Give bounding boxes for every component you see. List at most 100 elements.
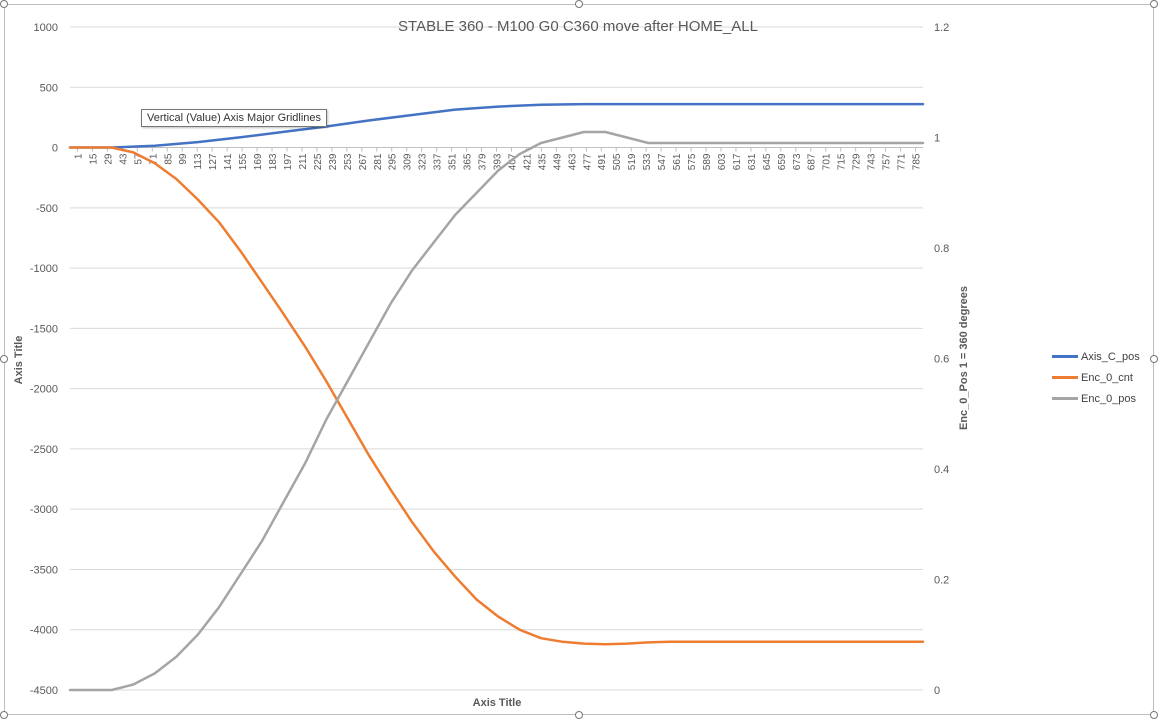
x-tick-label: 435 (537, 153, 548, 170)
resize-handle-top[interactable] (575, 0, 583, 8)
x-tick-label: 197 (283, 153, 294, 170)
y-tick-label: 1000 (34, 22, 58, 34)
x-tick-label: 85 (163, 153, 174, 165)
x-tick-label: 1 (73, 153, 84, 159)
x-tick-label: 253 (343, 153, 354, 170)
x-tick-label: 645 (762, 153, 773, 170)
y2-tick-label: 0 (934, 685, 940, 697)
x-tick-label: 71 (148, 153, 159, 165)
x-tick-label: 351 (448, 153, 459, 170)
x-tick-label: 99 (178, 153, 189, 165)
y-tick-label: -1000 (30, 263, 58, 275)
x-tick-label: 505 (612, 153, 623, 170)
x-tick-label: 659 (777, 153, 788, 170)
legend-swatch (1052, 397, 1078, 400)
x-tick-label: 715 (837, 153, 848, 170)
x-tick-label: 547 (657, 153, 668, 170)
x-tick-label: 15 (88, 153, 99, 165)
legend-item[interactable]: Enc_0_cnt (1052, 367, 1140, 388)
x-tick-label: 477 (582, 153, 593, 170)
x-tick-label: 239 (328, 153, 339, 170)
x-tick-label: 603 (717, 153, 728, 170)
resize-handle-top-right[interactable] (1150, 0, 1158, 8)
x-tick-label: 449 (552, 153, 563, 170)
x-tick-label: 407 (507, 153, 518, 170)
resize-handle-left[interactable] (0, 355, 8, 363)
y-tick-label: -3500 (30, 564, 58, 576)
x-tick-label: 365 (463, 153, 474, 170)
x-tick-label: 57 (133, 153, 144, 165)
gridline-tooltip: Vertical (Value) Axis Major Gridlines (141, 109, 328, 127)
series-line-enc-0-cnt (68, 146, 925, 646)
x-tick-label: 29 (103, 153, 114, 165)
x-tick-label: 785 (912, 153, 923, 170)
x-tick-label: 183 (268, 153, 279, 170)
x-tick-label: 687 (807, 153, 818, 170)
chart-legend[interactable]: Axis_C_pos Enc_0_cnt Enc_0_pos (1052, 346, 1140, 409)
y-tick-label: -2500 (30, 444, 58, 456)
y-tick-label: -4500 (30, 685, 58, 697)
resize-handle-right[interactable] (1150, 355, 1158, 363)
y-tick-label: -2000 (30, 384, 58, 396)
legend-item[interactable]: Axis_C_pos (1052, 346, 1140, 367)
x-tick-label: 43 (118, 153, 129, 165)
x-tick-label: 169 (253, 153, 264, 170)
chart-title: STABLE 360 - M100 G0 C360 move after HOM… (398, 18, 758, 35)
x-tick-label: 337 (433, 153, 444, 170)
y-axis-title: Axis Title (13, 336, 25, 385)
x-tick-label: 211 (298, 153, 309, 169)
y2-tick-label: 0.6 (934, 354, 949, 366)
x-tick-label: 379 (478, 153, 489, 170)
legend-swatch (1052, 376, 1078, 379)
x-tick-label: 309 (403, 153, 414, 170)
y-tick-label: 0 (52, 143, 58, 155)
x-tick-label: 225 (313, 153, 324, 170)
x-tick-label: 113 (193, 153, 204, 169)
x-tick-label: 631 (747, 153, 758, 170)
x-tick-label: 743 (867, 153, 878, 170)
x-tick-label: 519 (627, 153, 638, 170)
resize-handle-bottom-right[interactable] (1150, 711, 1158, 719)
x-tick-label: 617 (732, 153, 743, 170)
x-tick-label: 589 (702, 153, 713, 170)
legend-label: Enc_0_pos (1081, 392, 1137, 405)
legend-swatch (1052, 355, 1078, 358)
resize-handle-bottom-left[interactable] (0, 711, 8, 719)
y2-tick-label: 0.8 (934, 243, 949, 255)
y2-tick-label: 0.4 (934, 464, 949, 476)
y2-axis-title: Enc_0_Pos 1 = 360 degrees (958, 286, 970, 430)
x-tick-label: 281 (373, 153, 384, 170)
x-tick-label: 421 (522, 153, 533, 170)
series-line-enc-0-pos (68, 130, 925, 692)
y2-tick-label: 0.2 (934, 575, 949, 587)
x-tick-label: 323 (418, 153, 429, 170)
x-tick-label: 141 (223, 153, 234, 170)
legend-item[interactable]: Enc_0_pos (1052, 388, 1140, 409)
y-tick-label: -3000 (30, 504, 58, 516)
x-tick-label: 701 (822, 153, 833, 170)
x-axis-title: Axis Title (473, 697, 522, 709)
y-tick-label: -500 (36, 203, 58, 215)
x-tick-label: 771 (897, 153, 908, 170)
x-tick-label: 267 (358, 153, 369, 170)
x-tick-label: 463 (567, 153, 578, 170)
y-tick-label: -4000 (30, 625, 58, 637)
x-tick-label: 155 (238, 153, 249, 170)
series-line-axis-c-pos (68, 102, 925, 149)
legend-label: Axis_C_pos (1081, 350, 1140, 363)
x-tick-label: 729 (852, 153, 863, 170)
x-tick-label: 561 (672, 153, 683, 170)
resize-handle-bottom[interactable] (575, 711, 583, 719)
y2-tick-label: 1 (934, 133, 940, 145)
x-tick-label: 757 (882, 153, 893, 170)
x-tick-label: 127 (208, 153, 219, 170)
y2-tick-label: 1.2 (934, 22, 949, 34)
legend-label: Enc_0_cnt (1081, 371, 1133, 384)
x-tick-label: 491 (597, 153, 608, 170)
resize-handle-top-left[interactable] (0, 0, 8, 8)
y-tick-label: -1500 (30, 323, 58, 335)
x-tick-label: 673 (792, 153, 803, 170)
x-tick-label: 295 (388, 153, 399, 170)
